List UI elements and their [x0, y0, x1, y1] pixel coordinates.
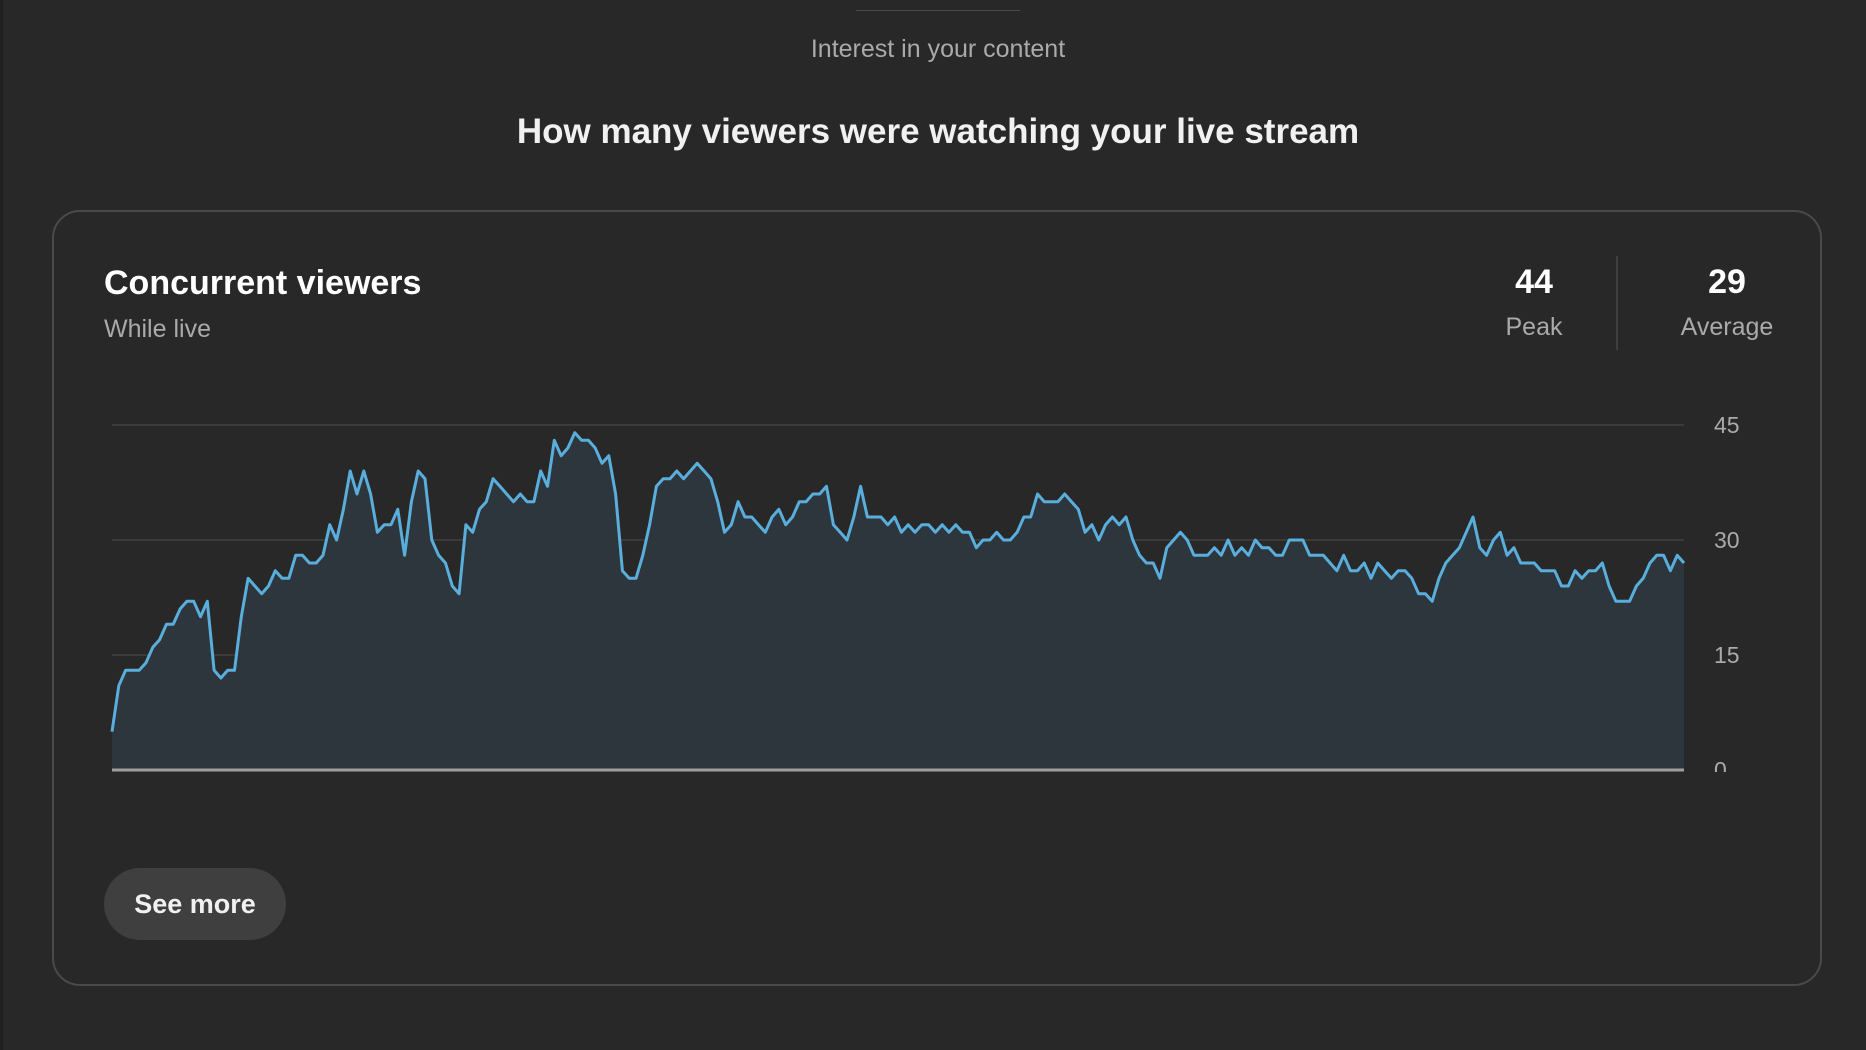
- chart-series-line: [110, 431, 1686, 732]
- y-axis-labels: 0 15 30 45: [1714, 412, 1740, 772]
- peak-value: 44: [1515, 263, 1553, 301]
- left-panel-edge: [0, 0, 3, 1050]
- average-stat: 29 Average: [1662, 262, 1792, 342]
- card-subtitle: While live: [104, 315, 211, 343]
- see-more-button[interactable]: See more: [104, 868, 286, 940]
- stat-divider: [1616, 256, 1618, 350]
- average-label: Average: [1680, 313, 1774, 341]
- y-tick-label-30: 30: [1714, 527, 1740, 553]
- chart-area: [112, 432, 1684, 770]
- section-divider: [856, 10, 1020, 11]
- section-title: How many viewers were watching your live…: [516, 112, 1360, 151]
- average-value: 29: [1708, 263, 1746, 301]
- card-title: Concurrent viewers: [104, 264, 422, 302]
- concurrent-viewers-card: Concurrent viewers While live 44 Peak 29…: [52, 210, 1822, 986]
- y-tick-label-15: 15: [1714, 642, 1740, 668]
- peak-stat: 44 Peak: [1479, 262, 1589, 342]
- peak-label: Peak: [1505, 313, 1563, 341]
- y-tick-label-0: 0: [1714, 757, 1727, 772]
- y-tick-label-45: 45: [1714, 412, 1740, 438]
- section-label: Interest in your content: [810, 35, 1066, 63]
